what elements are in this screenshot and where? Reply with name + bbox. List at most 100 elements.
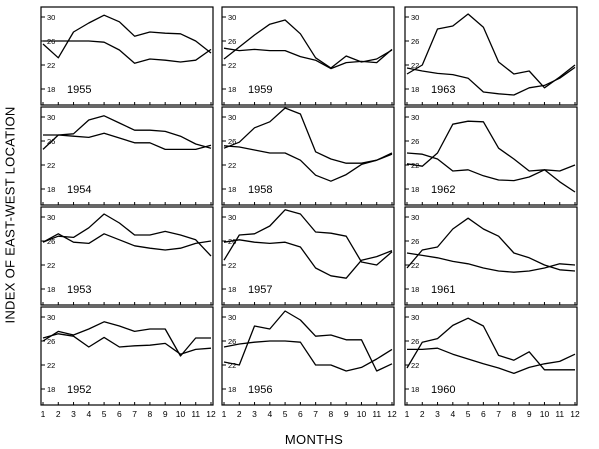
x-tick-label: 7 <box>496 409 501 419</box>
x-tick-label: 5 <box>283 409 288 419</box>
y-tick-label: 30 <box>228 13 236 22</box>
x-tick-label: 7 <box>313 409 318 419</box>
y-tick-label: 30 <box>47 113 55 122</box>
y-tick-label: 22 <box>47 261 55 270</box>
series-line-2 <box>407 347 576 375</box>
y-tick-label: 18 <box>228 185 236 194</box>
x-tick-label: 5 <box>466 409 471 419</box>
y-tick-label: 26 <box>411 337 419 346</box>
panel-frame <box>221 306 395 406</box>
x-tick-label: 3 <box>435 409 440 419</box>
x-tick-label: 11 <box>555 409 564 419</box>
y-tick-label: 30 <box>228 213 236 222</box>
series-line-1 <box>42 14 212 59</box>
x-tick-label: 11 <box>191 409 200 419</box>
panel-year-label: 1958 <box>248 184 272 196</box>
x-tick-label: 2 <box>420 409 425 419</box>
y-tick-label: 26 <box>228 337 236 346</box>
y-tick-label: 30 <box>411 113 419 122</box>
y-tick-label: 22 <box>411 361 419 370</box>
x-tick-label: 2 <box>56 409 61 419</box>
y-tick-label: 18 <box>47 385 55 394</box>
panel-1961: 18 22 26 30 1961 <box>404 206 578 306</box>
series-line-2 <box>223 239 393 279</box>
y-tick-label: 30 <box>47 213 55 222</box>
y-tick-label: 22 <box>228 161 236 170</box>
y-tick-label: 22 <box>411 61 419 70</box>
x-tick-label: 3 <box>252 409 257 419</box>
x-tick-label: 7 <box>132 409 137 419</box>
x-tick-label: 6 <box>481 409 486 419</box>
x-axis-label: MONTHS <box>284 432 344 447</box>
y-tick-label: 26 <box>411 137 419 146</box>
series-line-2 <box>223 340 393 372</box>
y-tick-label: 18 <box>47 285 55 294</box>
y-tick-label: 18 <box>47 85 55 94</box>
x-tick-label: 12 <box>206 409 216 419</box>
panel-frame <box>221 6 395 106</box>
x-tick-label: 9 <box>163 409 168 419</box>
y-tick-label: 22 <box>47 361 55 370</box>
series-line-1 <box>406 120 576 172</box>
series-line-1 <box>223 107 393 164</box>
x-tick-label: 10 <box>540 409 550 419</box>
panel-frame <box>40 306 214 406</box>
panel-year-label: 1960 <box>431 384 455 396</box>
x-tick-label: 4 <box>86 409 91 419</box>
series-line-1 <box>42 213 212 257</box>
y-tick-label: 18 <box>411 185 419 194</box>
y-tick-label: 30 <box>411 213 419 222</box>
y-tick-label: 18 <box>228 385 236 394</box>
x-tick-label: 10 <box>357 409 367 419</box>
x-tick-label: 8 <box>512 409 517 419</box>
panel-1958: 18 22 26 30 1958 <box>221 106 395 206</box>
panel-year-label: 1956 <box>248 384 272 396</box>
panel-year-label: 1963 <box>431 84 455 96</box>
x-tick-label: 12 <box>570 409 580 419</box>
series-line-2 <box>42 233 212 251</box>
x-tick-label: 2 <box>237 409 242 419</box>
x-tick-label: 12 <box>387 409 397 419</box>
x-tick-label: 6 <box>117 409 122 419</box>
y-tick-label: 26 <box>411 237 419 246</box>
y-tick-label: 22 <box>47 161 55 170</box>
y-tick-label: 22 <box>228 261 236 270</box>
panel-year-label: 1954 <box>67 184 91 196</box>
x-tick-label: 8 <box>329 409 334 419</box>
y-tick-label: 30 <box>47 13 55 22</box>
panel-year-label: 1959 <box>248 84 272 96</box>
y-tick-label: 22 <box>411 261 419 270</box>
panel-year-label: 1957 <box>248 284 272 296</box>
x-tick-label: 1 <box>405 409 410 419</box>
panel-frame <box>404 6 578 106</box>
y-tick-label: 26 <box>228 37 236 46</box>
panel-1963: 18 22 26 30 1963 <box>404 6 578 106</box>
y-tick-label: 26 <box>47 237 55 246</box>
y-tick-label: 18 <box>228 285 236 294</box>
series-line-2 <box>42 333 212 355</box>
series-line-2 <box>223 145 393 182</box>
panel-frame <box>40 6 214 106</box>
x-tick-label: 9 <box>527 409 532 419</box>
x-tick-label: 8 <box>148 409 153 419</box>
series-line-2 <box>406 66 576 96</box>
series-line-1 <box>406 13 576 89</box>
panel-frame <box>404 306 578 406</box>
y-tick-label: 30 <box>228 313 236 322</box>
x-tick-label: 9 <box>344 409 349 419</box>
panel-year-label: 1953 <box>67 284 91 296</box>
y-tick-label: 18 <box>228 85 236 94</box>
y-tick-label: 22 <box>47 61 55 70</box>
x-tick-label: 1 <box>41 409 46 419</box>
y-tick-label: 18 <box>411 385 419 394</box>
panel-1959: 18 22 26 30 1959 <box>221 6 395 106</box>
x-tick-label: 1 <box>222 409 227 419</box>
panel-frame <box>40 106 214 206</box>
y-tick-label: 30 <box>47 313 55 322</box>
